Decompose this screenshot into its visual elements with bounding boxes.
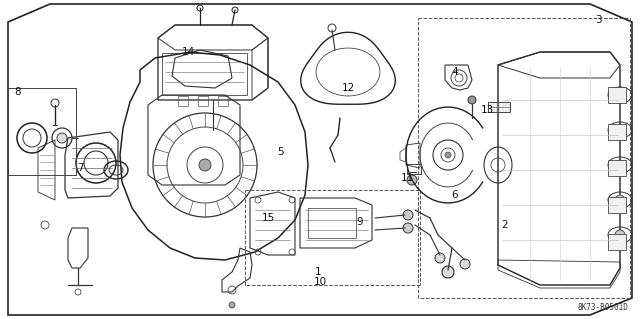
Circle shape <box>229 302 235 308</box>
Circle shape <box>615 160 625 170</box>
Circle shape <box>615 195 625 205</box>
Text: 1: 1 <box>315 267 321 277</box>
Circle shape <box>403 210 413 220</box>
Circle shape <box>615 230 625 240</box>
Text: 14: 14 <box>181 47 195 57</box>
Bar <box>198 96 208 106</box>
Circle shape <box>460 259 470 269</box>
Text: 5: 5 <box>276 147 284 157</box>
Text: 12: 12 <box>341 83 355 93</box>
Circle shape <box>615 125 625 135</box>
Bar <box>407 164 421 174</box>
Circle shape <box>615 90 625 100</box>
Text: 10: 10 <box>314 277 326 287</box>
Circle shape <box>57 133 67 143</box>
Circle shape <box>403 223 413 233</box>
Circle shape <box>468 96 476 104</box>
Text: 8: 8 <box>15 87 21 97</box>
Text: 15: 15 <box>261 213 275 223</box>
Bar <box>608 160 626 176</box>
Bar <box>608 197 626 213</box>
Circle shape <box>442 266 454 278</box>
Text: 7: 7 <box>77 163 83 173</box>
Bar <box>178 96 188 106</box>
Text: 2: 2 <box>502 220 508 230</box>
Text: 8K73-B0501D: 8K73-B0501D <box>577 303 628 313</box>
Bar <box>608 124 626 140</box>
Bar <box>608 234 626 250</box>
Text: 6: 6 <box>452 190 458 200</box>
Bar <box>218 96 228 106</box>
Bar <box>162 53 247 95</box>
Circle shape <box>407 175 417 185</box>
Text: 13: 13 <box>481 105 493 115</box>
Text: 9: 9 <box>356 217 364 227</box>
Circle shape <box>445 152 451 158</box>
Text: 11: 11 <box>401 173 413 183</box>
Circle shape <box>199 159 211 171</box>
Text: 4: 4 <box>452 67 458 77</box>
Circle shape <box>435 253 445 263</box>
Text: 3: 3 <box>595 15 602 25</box>
Bar <box>608 87 626 103</box>
Bar <box>308 208 356 238</box>
